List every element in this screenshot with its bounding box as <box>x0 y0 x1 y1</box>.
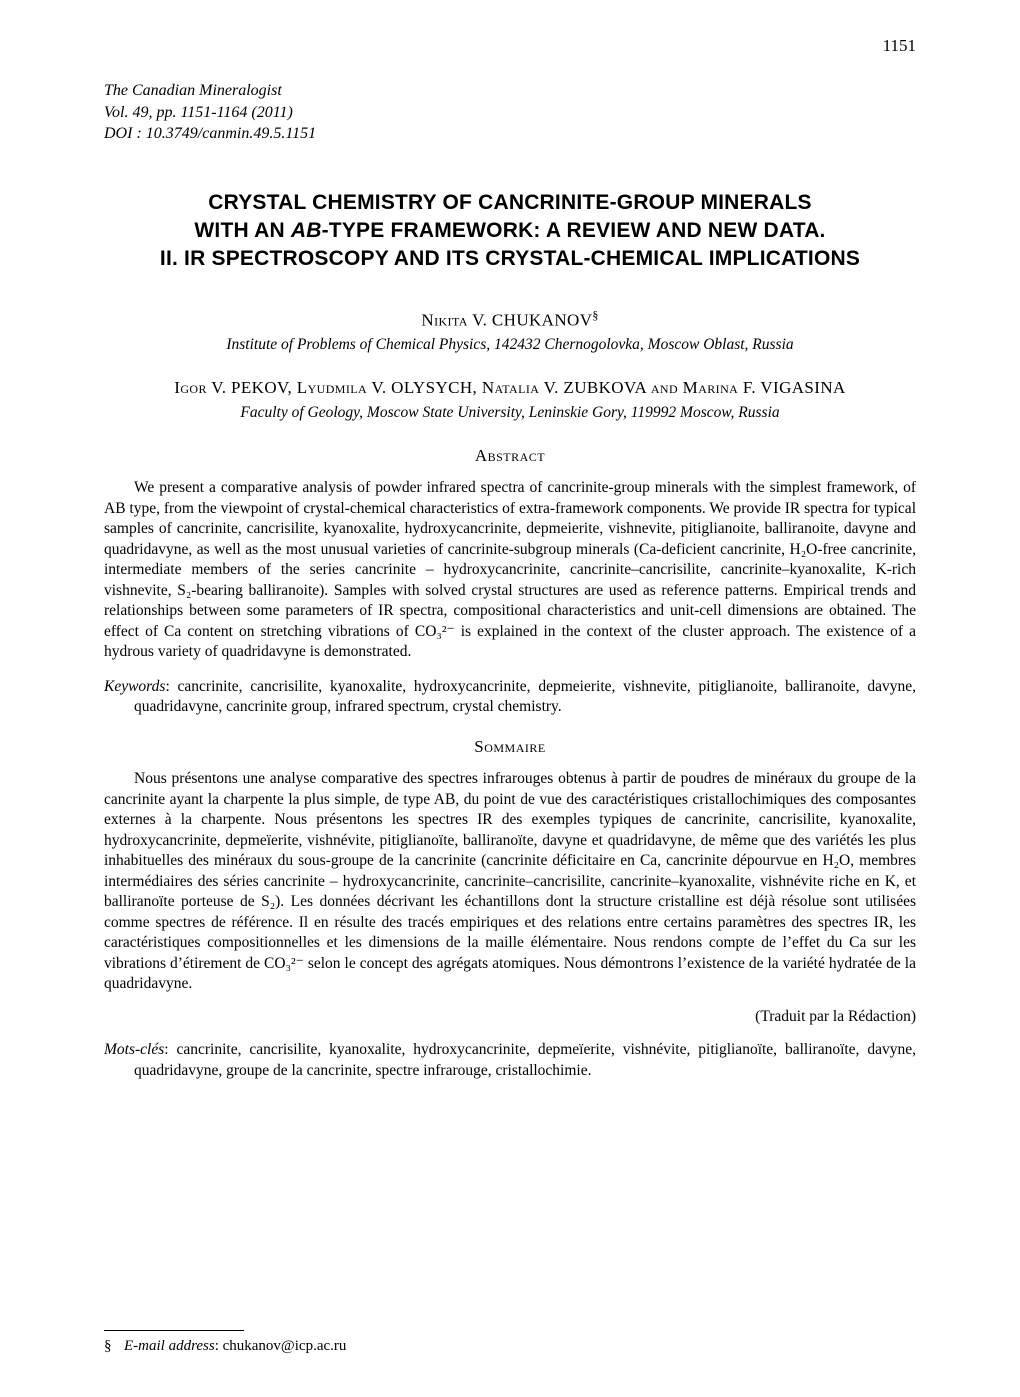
author-names-2: Igor V. PEKOV, Lyudmila V. OLYSYCH, Nata… <box>174 378 845 397</box>
sommaire-body: Nous présentons une analyse comparative … <box>104 769 916 994</box>
title-line-1: CRYSTAL CHEMISTRY OF CANCRINITE-GROUP MI… <box>104 189 916 217</box>
keywords-body: : cancrinite, cancrisilite, kyanoxalite,… <box>134 678 916 715</box>
journal-vol: Vol. 49, pp. 1151-1164 (2011) <box>104 102 916 124</box>
mots-cles: Mots-clés: cancrinite, cancrisilite, kya… <box>104 1040 916 1081</box>
affiliation-2: Faculty of Geology, Moscow State Univers… <box>104 404 916 422</box>
mots-cles-label: Mots-clés <box>104 1041 164 1058</box>
article-title: CRYSTAL CHEMISTRY OF CANCRINITE-GROUP MI… <box>104 189 916 274</box>
footnote-area: §E-mail address: chukanov@icp.ac.ru <box>104 1330 916 1355</box>
title-line-2: WITH AN AB-TYPE FRAMEWORK: A REVIEW AND … <box>104 217 916 245</box>
author-block-2: Igor V. PEKOV, Lyudmila V. OLYSYCH, Nata… <box>104 378 916 398</box>
mots-cles-body: : cancrinite, cancrisilite, kyanoxalite,… <box>134 1041 916 1078</box>
affiliation-1: Institute of Problems of Chemical Physic… <box>104 336 916 354</box>
keywords-label: Keywords <box>104 678 165 695</box>
author-block-1: Nikita V. CHUKANOV§ <box>104 308 916 331</box>
page-number: 1151 <box>883 36 916 56</box>
journal-block: The Canadian Mineralogist Vol. 49, pp. 1… <box>104 80 916 145</box>
footnote-label: E-mail address <box>124 1338 215 1354</box>
title-line-2-pre: WITH AN <box>194 219 290 242</box>
journal-doi: DOI : 10.3749/canmin.49.5.1151 <box>104 123 916 145</box>
keywords: Keywords: cancrinite, cancrisilite, kyan… <box>104 677 916 718</box>
translation-attribution: (Traduit par la Rédaction) <box>104 1008 916 1026</box>
footnote-symbol: § <box>104 1337 124 1355</box>
title-line-3: II. IR SPECTROSCOPY AND ITS CRYSTAL-CHEM… <box>104 245 916 273</box>
sommaire-heading: Sommaire <box>104 737 916 757</box>
title-line-2-post: -TYPE FRAMEWORK: A REVIEW AND NEW DATA. <box>322 219 826 242</box>
footnote: §E-mail address: chukanov@icp.ac.ru <box>104 1337 916 1355</box>
author-name-1: Nikita V. CHUKANOV <box>421 310 592 329</box>
footnote-rule <box>104 1330 244 1331</box>
journal-name: The Canadian Mineralogist <box>104 80 916 102</box>
page: 1151 The Canadian Mineralogist Vol. 49, … <box>0 0 1020 1397</box>
author-sup-1: § <box>592 308 598 322</box>
abstract-body: We present a comparative analysis of pow… <box>104 478 916 662</box>
title-ab-italic: AB <box>291 219 322 242</box>
footnote-value: : chukanov@icp.ac.ru <box>215 1338 347 1354</box>
abstract-heading: Abstract <box>104 446 916 466</box>
